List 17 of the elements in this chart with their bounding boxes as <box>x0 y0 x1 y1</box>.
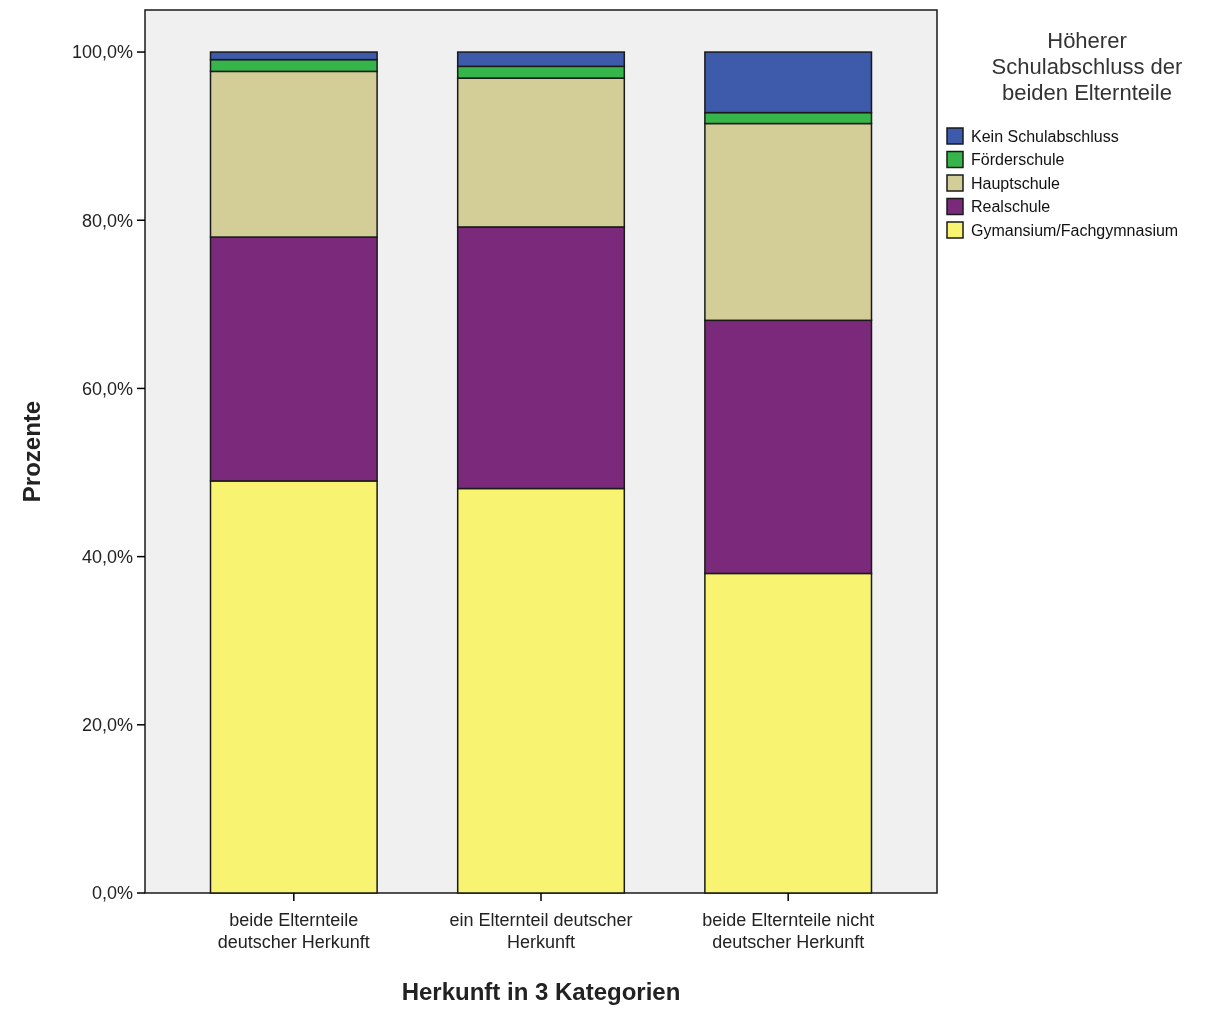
y-tick-label: 100,0% <box>71 42 133 63</box>
x-tick-label: beide Elternteile nicht deutscher Herkunft <box>702 910 875 952</box>
y-tick-label: 40,0% <box>81 546 133 567</box>
legend-label: Hauptschule <box>971 174 1061 192</box>
legend-title: Höherer Schulabschluss der beiden Elternteile <box>991 28 1183 105</box>
x-axis-title: Herkunft in 3 Kategorien <box>401 978 681 1005</box>
y-tick-label: 0,0% <box>91 883 133 904</box>
y-tick-label: 80,0% <box>81 210 133 231</box>
y-tick-label: 60,0% <box>81 378 133 399</box>
legend-label: Gymansium/Fachgymnasium <box>971 221 1179 239</box>
legend-label: Kein Schulabschluss <box>971 127 1119 145</box>
y-axis-title: Prozente <box>18 400 45 503</box>
y-tick-label: 20,0% <box>81 715 133 736</box>
legend-label: Förderschule <box>971 151 1065 169</box>
x-tick-label: ein Elternteil deutscher Herkunft <box>449 910 633 952</box>
legend-label: Realschule <box>971 198 1051 216</box>
x-tick-label: beide Elternteile deutscher Herkunft <box>217 910 370 952</box>
